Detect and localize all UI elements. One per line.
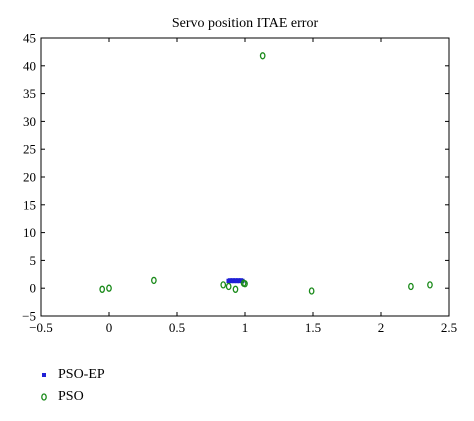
data-point-o — [220, 281, 227, 289]
data-point-o — [408, 282, 414, 291]
y-tick-label: 30 — [23, 114, 36, 129]
data-point-o — [308, 287, 315, 295]
data-point-o — [259, 52, 266, 60]
y-tick-labels: −5 0 5 10 15 20 25 30 35 40 45 — [22, 31, 36, 324]
x-tick-label: 0 — [106, 320, 113, 335]
data-point-o — [232, 285, 239, 293]
series-pso — [99, 52, 433, 295]
y-tick-label: 25 — [23, 142, 36, 157]
x-tick-label: 0.5 — [169, 320, 185, 335]
y-tick-label: 15 — [23, 197, 36, 212]
data-point-o — [242, 280, 248, 288]
x-tick-label: −0.5 — [29, 320, 53, 335]
legend-marker-o-icon — [41, 393, 47, 401]
legend-item-pso-ep: PSO-EP — [38, 364, 238, 386]
y-tick-label: −5 — [22, 309, 36, 324]
axis-ticks — [40, 37, 450, 317]
data-point-o — [99, 285, 106, 293]
legend-item-pso: PSO — [38, 386, 238, 408]
legend-label: PSO — [58, 389, 84, 404]
y-tick-label: 45 — [23, 31, 36, 46]
plot-area-frame — [40, 37, 450, 317]
y-tick-label: 40 — [23, 58, 36, 73]
y-tick-label: 0 — [30, 281, 37, 296]
y-tick-label: 10 — [23, 225, 36, 240]
x-tick-label: 1.5 — [305, 320, 321, 335]
legend-label: PSO-EP — [58, 367, 105, 382]
data-point-o — [106, 284, 112, 292]
x-tick-label: 1 — [242, 320, 249, 335]
x-tick-label: 2 — [378, 320, 385, 335]
y-tick-label: 35 — [23, 86, 36, 101]
data-point-o — [225, 282, 232, 291]
x-tick-labels: −0.5 0 0.5 1 1.5 2 2.5 — [29, 320, 457, 335]
data-points — [99, 52, 433, 295]
data-point-o — [427, 281, 433, 289]
y-tick-label: 5 — [30, 253, 37, 268]
chart-title: Servo position ITAE error — [172, 16, 319, 31]
y-tick-label: 20 — [23, 170, 36, 185]
data-point-o — [151, 276, 157, 285]
x-tick-label: 2.5 — [441, 320, 457, 335]
legend-marker-x-icon — [42, 373, 46, 377]
legend: PSO-EP PSO — [38, 364, 238, 408]
